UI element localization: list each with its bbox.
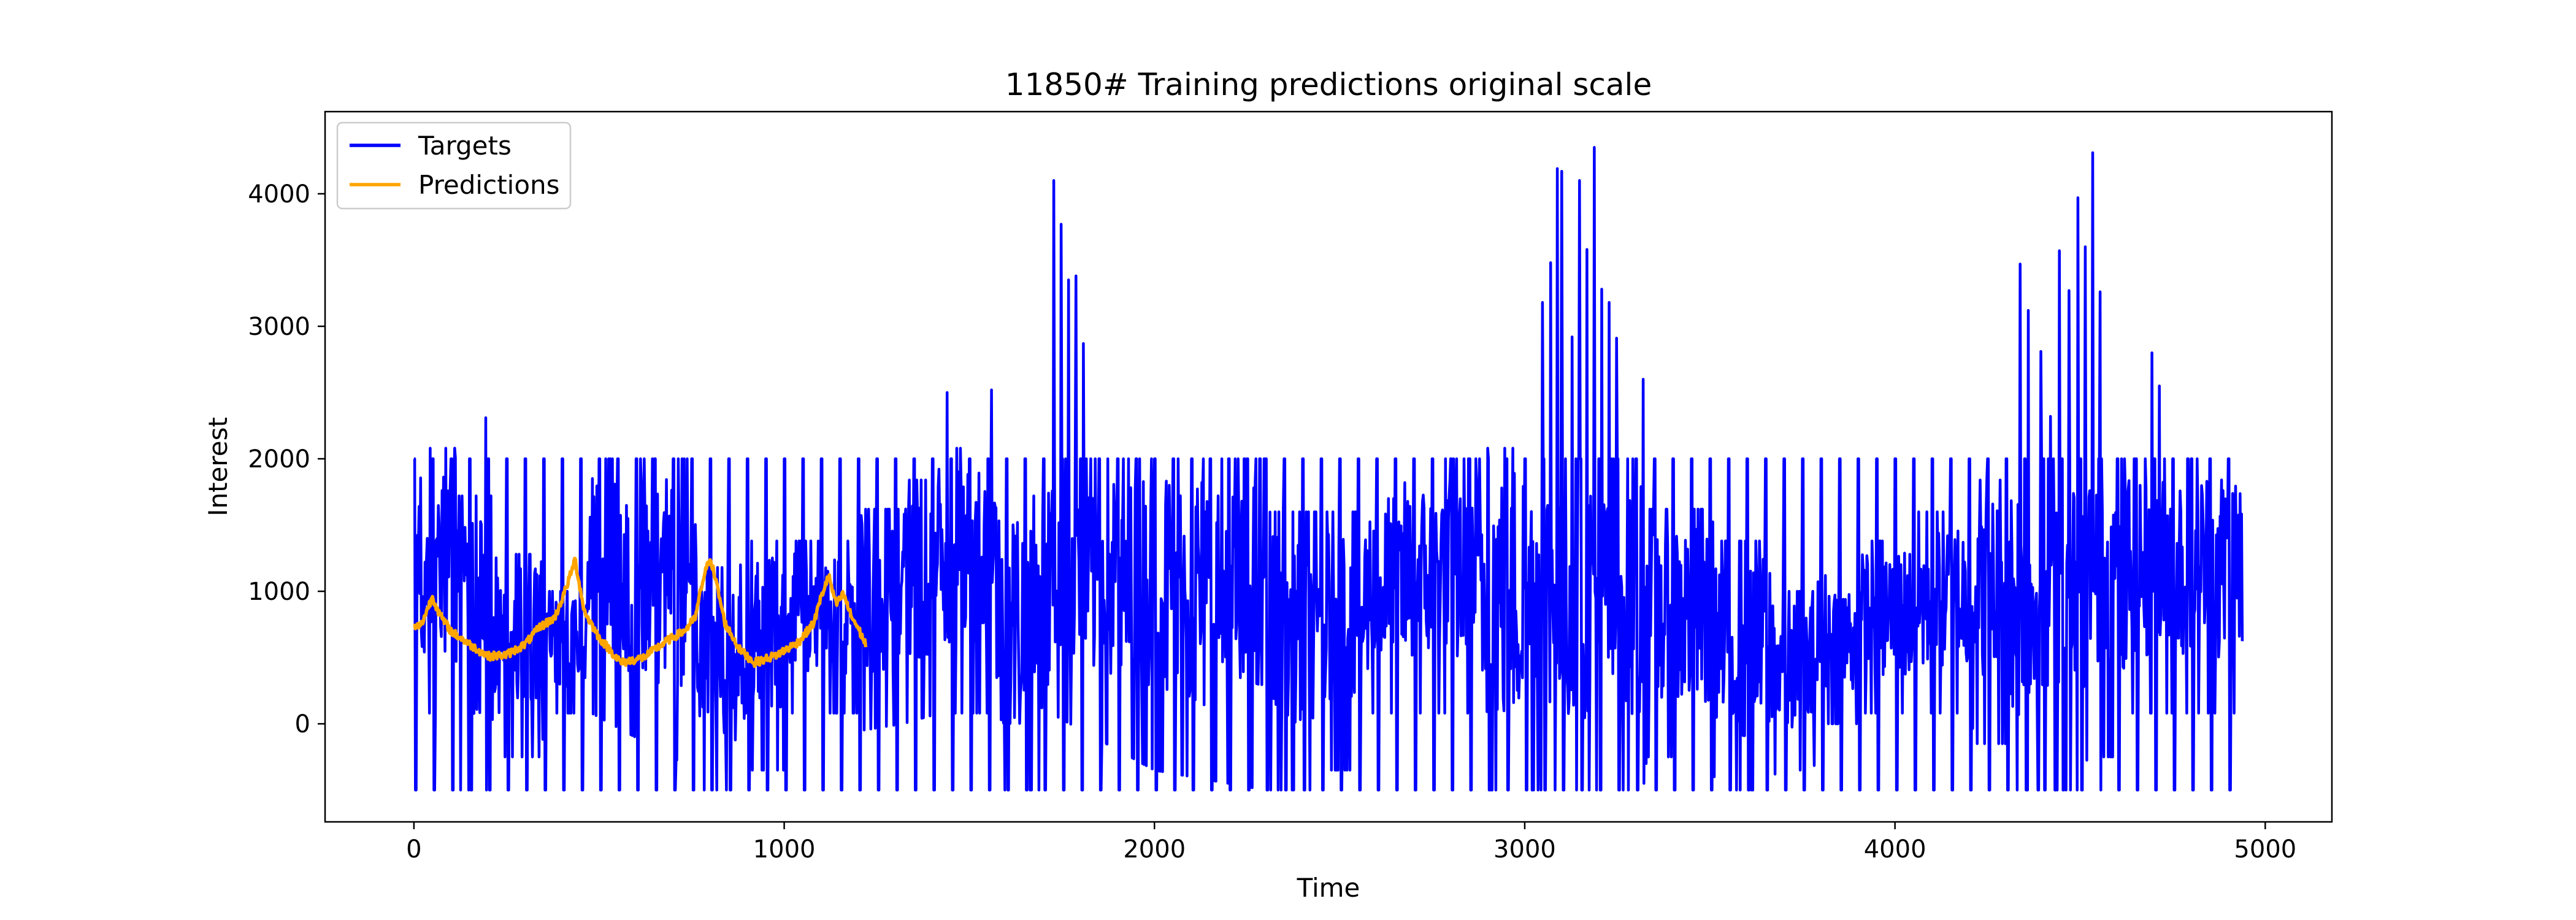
- y-tick-label: 1000: [248, 578, 310, 606]
- series-line-predictions: [413, 556, 868, 669]
- y-tick-label: 0: [295, 710, 310, 738]
- series-line-targets: [413, 146, 2244, 792]
- y-tick-label: 2000: [248, 445, 310, 473]
- series-layer: [413, 146, 2244, 792]
- x-tick-label: 0: [406, 835, 421, 864]
- x-tick-label: 3000: [1493, 835, 1556, 864]
- legend-label-targets: Targets: [418, 131, 512, 161]
- x-axis-label: Time: [1297, 873, 1360, 903]
- x-tick-label: 4000: [1864, 835, 1926, 864]
- legend: Targets Predictions: [336, 121, 572, 210]
- y-axis-ticks: 0 1000 2000 3000 4000: [248, 180, 325, 738]
- x-tick-label: 2000: [1123, 835, 1186, 864]
- y-tick-label: 4000: [248, 180, 310, 209]
- y-tick-label: 3000: [248, 313, 310, 341]
- legend-label-predictions: Predictions: [418, 170, 560, 200]
- y-axis-label: Interest: [203, 417, 233, 516]
- x-tick-label: 5000: [2234, 835, 2296, 864]
- x-tick-label: 1000: [753, 835, 816, 864]
- plot-frame: [324, 110, 2333, 823]
- chart-title: 11850# Training predictions original sca…: [1005, 67, 1652, 102]
- x-axis-ticks: 0 1000 2000 3000 4000 5000: [406, 822, 2296, 864]
